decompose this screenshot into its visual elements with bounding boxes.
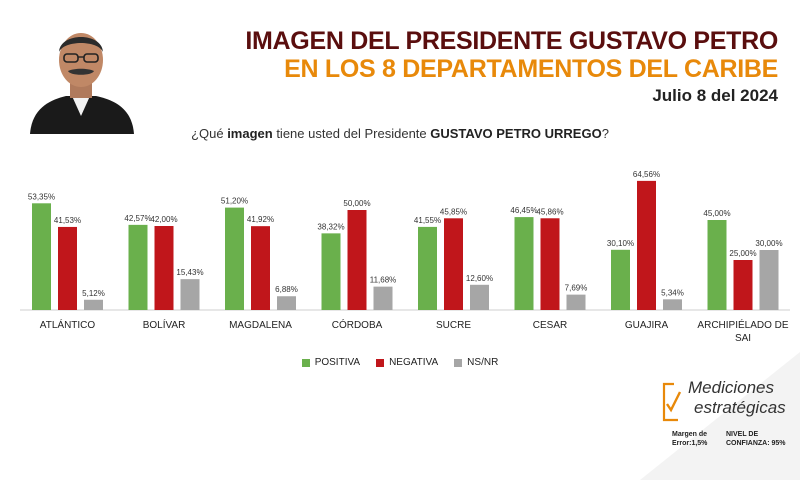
data-label-negativa: 45,85% — [440, 207, 467, 216]
category-label: CÓRDOBA — [332, 318, 383, 331]
bar-positiva — [32, 203, 51, 310]
legend-swatch-positiva — [301, 358, 310, 367]
category-label: SAI — [735, 333, 751, 344]
legend-item-positiva: POSITIVA — [301, 357, 361, 368]
bar-negativa — [444, 218, 463, 310]
question-prefix: ¿Qué — [191, 126, 228, 141]
bar-chart: 53,35% 41,53% 5,12% ATLÁNTICO 42,57%42,00% 15… — [20, 170, 790, 344]
bar-positiva — [707, 220, 727, 310]
legend-item-negativa: NEGATIVA — [376, 357, 438, 368]
question-bold-imagen: imagen — [227, 126, 273, 141]
category-label: SUCRE — [436, 320, 471, 331]
data-label-negativa: 41,53% — [54, 216, 81, 225]
bar-nsnr — [180, 279, 200, 310]
bar-negativa — [58, 226, 77, 310]
data-label-positiva: 53,35% — [28, 192, 55, 201]
confidence-value: CONFIANZA: 95% — [726, 440, 786, 447]
data-label-negativa: 42,00% — [150, 215, 177, 224]
category-label: MAGDALENA — [229, 320, 292, 331]
data-label-negativa: 64,56% — [633, 170, 660, 179]
category-label: ATLÁNTICO — [40, 318, 96, 331]
bar-nsnr — [663, 299, 682, 310]
data-label-negativa: 45,86% — [536, 207, 563, 216]
question-bold-name: GUSTAVO PETRO URREGO — [430, 126, 602, 141]
data-label-negativa: 25,00% — [729, 249, 756, 258]
bar-negativa — [154, 226, 174, 310]
data-label-nsnr: 15,43% — [176, 268, 203, 277]
category-label: ARCHIPIÉLADO DE — [697, 318, 788, 331]
chart-title: IMAGEN DEL PRESIDENTE GUSTAVO PETRO — [245, 27, 778, 55]
data-label-negativa: 41,92% — [247, 215, 274, 224]
data-label-positiva: 51,20% — [221, 197, 248, 206]
bar-nsnr — [277, 296, 296, 310]
data-label-nsnr: 6,88% — [275, 285, 298, 294]
data-label-nsnr: 30,00% — [755, 239, 782, 248]
legend-swatch-nsnr — [454, 358, 463, 367]
chart-date: Julio 8 del 2024 — [652, 86, 778, 105]
legend-label-nsnr: NS/NR — [467, 357, 499, 368]
data-label-positiva: 46,45% — [510, 206, 537, 215]
category-label: BOLÍVAR — [143, 318, 186, 331]
bar-positiva — [611, 249, 630, 310]
bar-nsnr — [84, 299, 103, 310]
bar-nsnr — [566, 294, 586, 310]
bar-negativa — [733, 260, 753, 310]
chart-legend: POSITIVA NEGATIVA NS/NR — [0, 357, 800, 368]
bar-nsnr — [759, 250, 779, 310]
data-label-positiva: 30,10% — [607, 239, 634, 248]
margin-of-error: Margen de Error:1,5% — [672, 430, 707, 448]
chart-subtitle: EN LOS 8 DEPARTAMENTOS DEL CARIBE — [284, 55, 778, 83]
category-label: GUAJIRA — [625, 320, 669, 331]
confidence-label: NIVEL DE — [726, 431, 759, 438]
bar-positiva — [418, 226, 437, 310]
data-label-nsnr: 5,34% — [661, 288, 684, 297]
president-photo — [22, 16, 140, 134]
bar-positiva — [514, 217, 534, 310]
question-suffix: ? — [601, 126, 609, 141]
legend-item-nsnr: NS/NR — [454, 357, 498, 368]
data-label-nsnr: 11,68% — [370, 276, 397, 285]
survey-question: ¿Qué imagen tiene usted del Presidente G… — [0, 126, 800, 141]
bar-negativa — [540, 218, 560, 310]
data-label-nsnr: 5,12% — [82, 289, 105, 298]
margin-label: Margen de — [672, 431, 708, 438]
bar-negativa — [347, 210, 367, 310]
data-label-nsnr: 7,69% — [565, 284, 588, 293]
data-label-nsnr: 12,60% — [466, 274, 493, 283]
data-label-positiva: 41,55% — [414, 216, 441, 225]
question-middle: tiene usted del Presidente — [272, 126, 431, 141]
bar-positiva — [321, 233, 341, 310]
bar-positiva — [225, 207, 244, 310]
data-label-positiva: 38,32% — [317, 222, 344, 231]
bar-positiva — [128, 224, 148, 310]
logo-text-line1: Mediciones — [688, 378, 774, 397]
category-label: CESAR — [533, 320, 567, 331]
logo-text-line2: estratégicas — [694, 398, 786, 417]
logo-check-icon — [662, 382, 682, 422]
legend-label-negativa: NEGATIVA — [389, 357, 439, 368]
data-label-positiva: 45,00% — [703, 209, 730, 218]
bar-negativa — [251, 226, 270, 310]
legend-label-positiva: POSITIVA — [314, 357, 361, 368]
data-label-positiva: 42,57% — [124, 214, 151, 223]
bar-nsnr — [470, 284, 489, 310]
legend-swatch-negativa — [376, 358, 385, 367]
data-label-negativa: 50,00% — [343, 199, 370, 208]
confidence-level: NIVEL DE CONFIANZA: 95% — [726, 430, 786, 448]
bar-nsnr — [373, 286, 393, 310]
margin-value: Error:1,5% — [672, 440, 708, 447]
bar-negativa — [637, 180, 656, 310]
